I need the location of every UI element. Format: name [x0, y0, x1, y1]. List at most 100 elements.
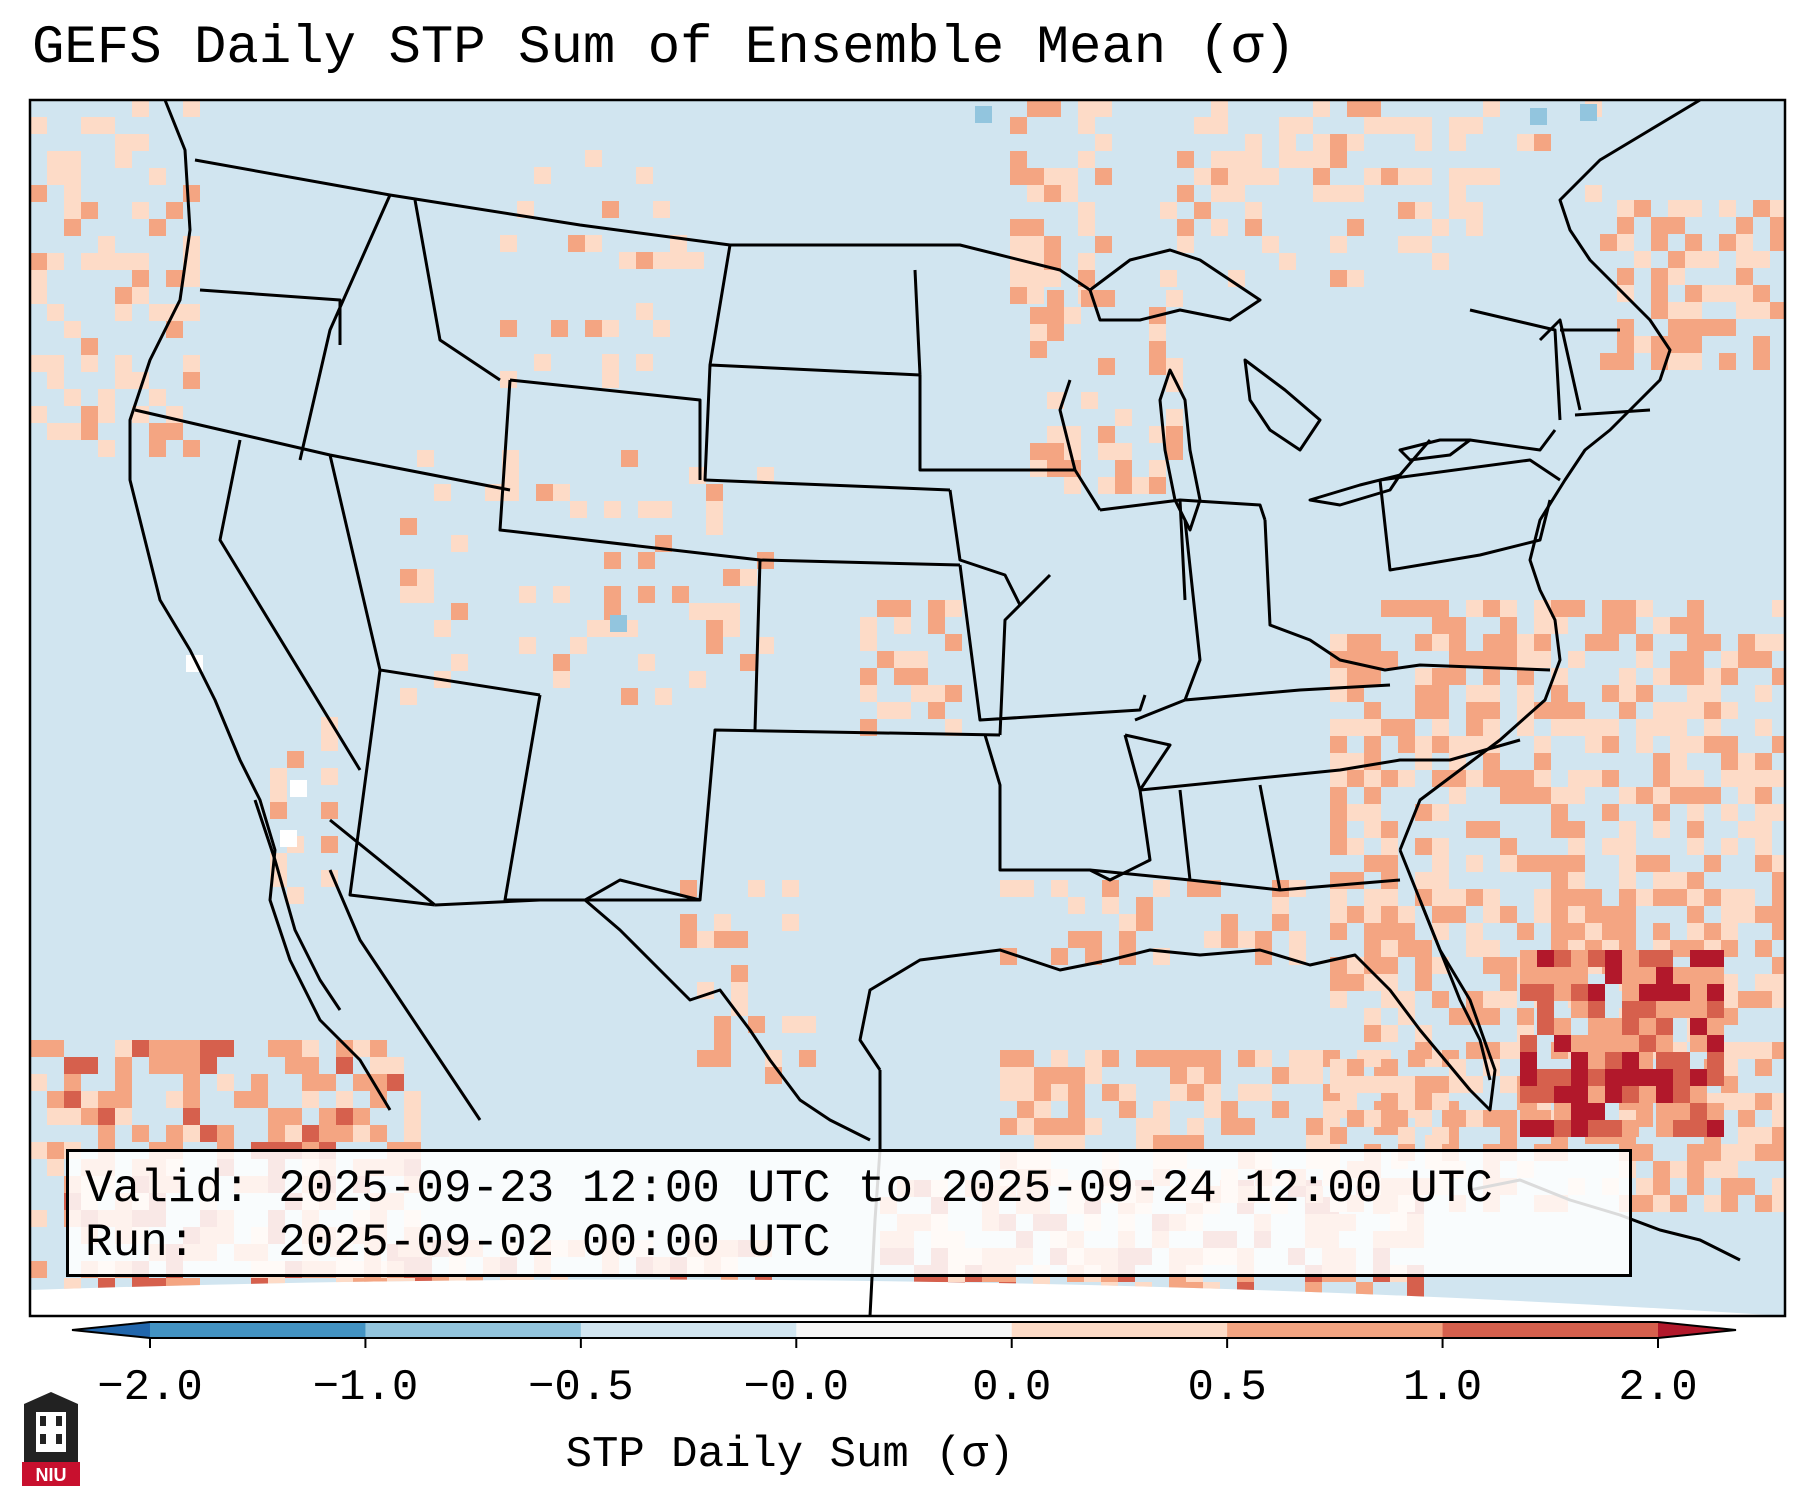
field-cell	[1634, 336, 1651, 353]
field-cell	[1347, 719, 1364, 736]
field-cell	[1588, 1069, 1605, 1086]
field-cell	[1466, 770, 1483, 787]
field-cell	[1364, 821, 1381, 838]
colorbar-tick-label: −1.0	[312, 1363, 419, 1413]
field-cell	[287, 887, 304, 904]
field-cell	[1095, 100, 1112, 117]
field-cell	[1432, 719, 1449, 736]
field-cell	[1415, 634, 1432, 651]
field-cell	[1656, 1103, 1673, 1120]
field-cell	[115, 134, 132, 151]
field-cell	[1306, 1118, 1323, 1135]
field-cell	[321, 870, 338, 887]
field-cell	[1517, 923, 1534, 940]
field-cell	[1670, 940, 1687, 957]
field-cell	[285, 1057, 302, 1074]
field-cell	[183, 304, 200, 321]
field-cell	[1245, 202, 1262, 219]
field-cell	[1653, 668, 1670, 685]
field-cell	[1687, 685, 1704, 702]
field-cell	[1449, 202, 1466, 219]
field-cell	[1364, 923, 1381, 940]
field-cell	[1034, 1118, 1051, 1135]
field-cell	[132, 202, 149, 219]
field-cell	[1753, 251, 1770, 268]
field-cell	[1279, 117, 1296, 134]
field-cell	[1702, 285, 1719, 302]
field-cell	[1639, 1069, 1656, 1086]
field-cell	[553, 586, 570, 603]
field-cell	[1755, 787, 1772, 804]
field-cell	[610, 615, 627, 632]
field-cell	[1755, 821, 1772, 838]
field-cell	[30, 185, 47, 202]
field-cell	[1772, 923, 1785, 940]
field-cell	[1381, 838, 1398, 855]
field-cell	[1415, 838, 1432, 855]
field-cell	[1381, 600, 1398, 617]
field-cell	[302, 1091, 319, 1108]
field-cell	[1537, 1086, 1554, 1103]
field-cell	[1738, 1110, 1755, 1127]
field-cell	[1466, 1110, 1483, 1127]
chart-title: GEFS Daily STP Sum of Ensemble Mean (σ)	[32, 18, 1296, 79]
field-cell	[1605, 967, 1622, 984]
field-cell	[1017, 880, 1034, 897]
field-cell	[1255, 1084, 1272, 1101]
field-cell	[1432, 906, 1449, 923]
field-cell	[1187, 1135, 1204, 1152]
field-cell	[1115, 443, 1132, 460]
field-cell	[1187, 1050, 1204, 1067]
field-cell	[1432, 702, 1449, 719]
field-cell	[1670, 1195, 1687, 1212]
field-cell	[1415, 974, 1432, 991]
field-cell	[30, 355, 47, 372]
field-cell	[30, 253, 47, 270]
field-cell	[621, 450, 638, 467]
field-cell	[1432, 253, 1449, 270]
field-cell	[47, 1108, 64, 1125]
field-cell	[1670, 787, 1687, 804]
field-cell	[1772, 1178, 1785, 1195]
field-cell	[714, 931, 731, 948]
field-cell	[1770, 234, 1785, 251]
field-cell	[1010, 236, 1027, 253]
field-cell	[1707, 1001, 1724, 1018]
field-cell	[1415, 736, 1432, 753]
field-cell	[64, 1057, 81, 1074]
great-lakes-michigan	[1158, 368, 1202, 532]
field-cell	[1687, 838, 1704, 855]
field-cell	[1149, 341, 1166, 358]
field-cell	[1398, 1008, 1415, 1025]
field-cell	[928, 702, 945, 719]
field-cell	[1668, 336, 1685, 353]
field-cell	[1211, 219, 1228, 236]
field-cell	[1670, 668, 1687, 685]
field-cell	[417, 569, 434, 586]
field-cell	[183, 1108, 200, 1125]
field-cell	[1078, 270, 1095, 287]
field-cell	[1673, 1001, 1690, 1018]
field-cell	[1656, 1069, 1673, 1086]
field-cell	[1330, 719, 1347, 736]
field-cell	[1772, 974, 1785, 991]
field-cell	[183, 1074, 200, 1091]
field-cell	[1047, 307, 1064, 324]
field-cell	[132, 270, 149, 287]
field-cell	[1245, 151, 1262, 168]
field-cell	[1466, 202, 1483, 219]
field-cell	[1017, 1101, 1034, 1118]
field-cell	[98, 253, 115, 270]
field-cell	[1449, 787, 1466, 804]
field-cell	[714, 914, 731, 931]
field-cell	[1755, 719, 1772, 736]
field-cell	[653, 320, 670, 337]
field-cell	[1415, 804, 1432, 821]
field-cell	[336, 1108, 353, 1125]
field-cell	[1044, 270, 1061, 287]
field-cell	[1639, 1001, 1656, 1018]
field-cell	[1568, 923, 1585, 940]
field-cell	[1279, 151, 1296, 168]
field-cell	[321, 836, 338, 853]
